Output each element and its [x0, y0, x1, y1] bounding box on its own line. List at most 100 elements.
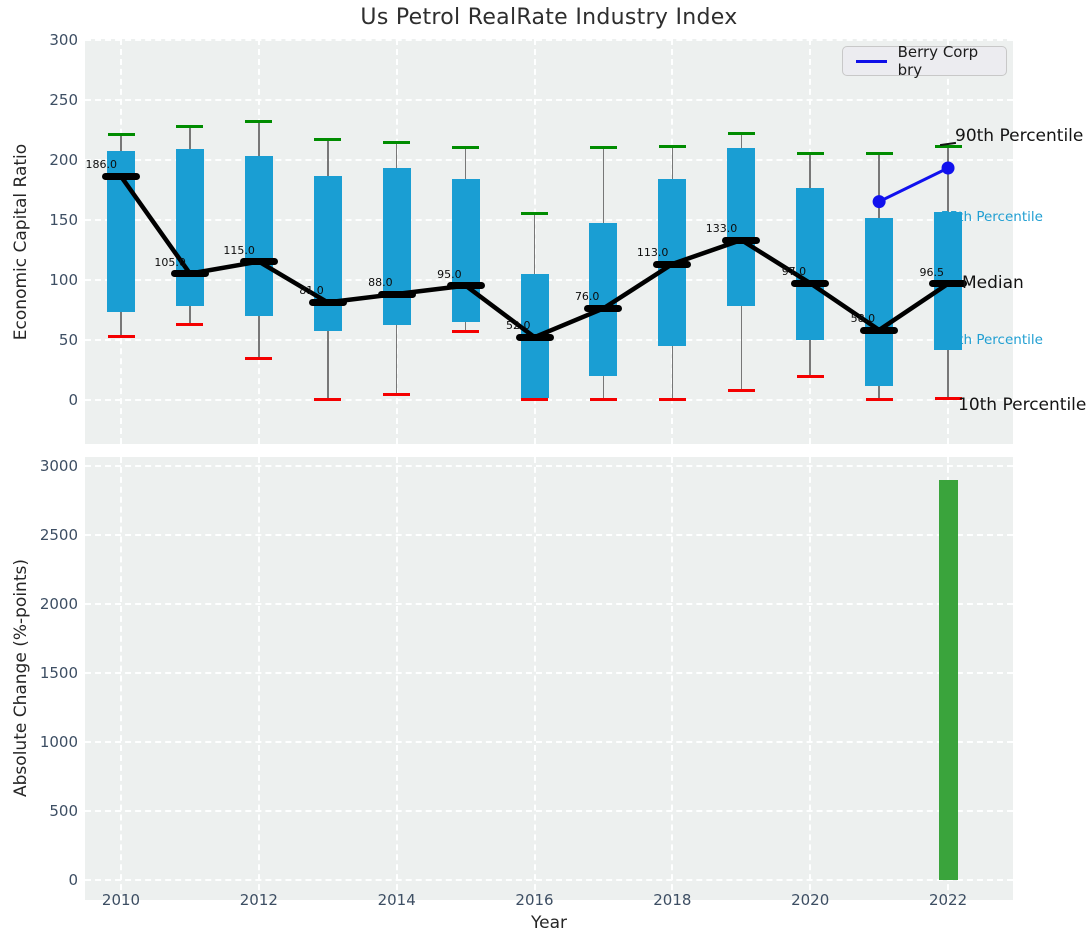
gridline-h-bottom-5: [85, 533, 1013, 536]
gridline-h-top-0: [85, 398, 1013, 401]
gridline-h-bottom-3: [85, 671, 1013, 674]
cap-90th-2016: [521, 212, 549, 216]
bottom-plot-area: [85, 457, 1013, 900]
median-label-2016: 52.0: [506, 319, 531, 333]
gridline-h-bottom-1: [85, 809, 1013, 812]
box-2020: [796, 188, 825, 340]
cap-90th-2018: [658, 144, 686, 148]
box-2012: [244, 156, 273, 316]
ytick-top-2: 100: [49, 270, 78, 289]
box-2021: [865, 218, 894, 387]
cap-90th-2022: [934, 144, 962, 148]
top-y-axis-label: Economic Capital Ratio: [11, 143, 31, 341]
ytick-top-1: 50: [58, 330, 78, 349]
median-label-2015: 95.0: [437, 267, 462, 281]
median-label-2022: 96.5: [919, 265, 945, 279]
xtick-2016: 2016: [515, 891, 554, 909]
ytick-top-4: 200: [49, 150, 78, 169]
gridline-h-bottom-2: [85, 740, 1013, 743]
median-dash-2015: [446, 282, 485, 290]
ytick-top-0: 0: [68, 390, 78, 409]
median-label-2014: 88.0: [368, 276, 393, 289]
cap-10th-2015: [452, 329, 480, 333]
cap-90th-2013: [314, 137, 342, 141]
ytick-bottom-3: 1500: [39, 663, 78, 682]
legend: Berry Corp bry: [842, 43, 1007, 79]
xtick-2014: 2014: [377, 891, 416, 909]
ytick-bottom-6: 3000: [39, 456, 78, 475]
gridline-h-top-5: [85, 98, 1013, 101]
gridline-v-bottom-5: [809, 457, 812, 900]
ytick-bottom-5: 2500: [39, 525, 78, 544]
ytick-bottom-1: 500: [49, 801, 78, 820]
xtick-2022: 2022: [928, 891, 968, 909]
ytick-top-3: 150: [49, 210, 78, 229]
gridline-h-bottom-0: [85, 878, 1013, 881]
legend-line-sample: [856, 59, 887, 63]
median-dash-2013: [308, 298, 347, 306]
xtick-2012: 2012: [239, 891, 278, 909]
box-2015: [451, 178, 480, 322]
gridline-v-bottom-0: [120, 457, 122, 900]
cap-90th-2014: [383, 141, 411, 145]
cap-10th-2020: [796, 375, 824, 379]
median-dash-2014: [377, 290, 416, 298]
median-label-2021: 58.0: [850, 312, 876, 325]
median-label-2017: 76.0: [574, 290, 600, 304]
cap-10th-2021: [865, 398, 893, 402]
annotation-25th-percentile: 25th Percentile: [941, 332, 1043, 349]
median-label-2012: 115.0: [223, 243, 255, 257]
ytick-bottom-2: 1000: [39, 732, 78, 751]
median-dash-2021: [860, 326, 899, 334]
annotation-75th-percentile: 75th Percentile: [941, 208, 1043, 225]
median-dash-2019: [722, 236, 761, 244]
median-dash-2020: [791, 279, 830, 287]
ytick-top-6: 300: [49, 30, 78, 49]
bar-2022: [938, 479, 958, 880]
cap-10th-2012: [245, 357, 273, 361]
gridline-h-bottom-4: [85, 602, 1013, 605]
xtick-2018: 2018: [653, 891, 692, 909]
median-label-2013: 81.0: [299, 284, 324, 298]
xtick-2010: 2010: [101, 891, 141, 909]
cap-90th-2012: [245, 119, 273, 123]
gridline-h-top-4: [85, 158, 1013, 161]
gridline-v-bottom-3: [533, 457, 536, 900]
cap-10th-2010: [107, 334, 135, 338]
median-label-2018: 113.0: [636, 246, 669, 259]
cap-10th-2019: [727, 388, 755, 392]
chart-title: Us Petrol RealRate Industry Index: [360, 5, 738, 30]
median-dash-2018: [653, 260, 692, 268]
cap-90th-2015: [452, 146, 480, 150]
cap-10th-2016: [521, 398, 549, 402]
median-label-2019: 133.0: [705, 222, 738, 235]
gridline-v-bottom-2: [395, 457, 398, 900]
gridline-h-top-6: [85, 38, 1013, 41]
median-dash-2010: [102, 172, 140, 180]
median-dash-2012: [239, 258, 278, 266]
x-axis-label: Year: [531, 913, 567, 933]
box-2011: [175, 148, 204, 306]
gridline-v-bottom-1: [257, 457, 260, 900]
ytick-bottom-0: 0: [68, 870, 78, 889]
company-line: [878, 166, 949, 203]
cap-10th-2017: [589, 398, 617, 402]
cap-90th-2020: [796, 152, 824, 156]
cap-90th-2011: [176, 124, 204, 128]
cap-90th-2017: [589, 146, 617, 150]
cap-10th-2018: [658, 398, 686, 402]
annotation-median: Median: [962, 272, 1024, 293]
top-plot-area: Berry Corp bry 186.0 105.0 115.0 81.0 88.0 95…: [85, 38, 1086, 444]
box-2014: [382, 168, 411, 326]
ytick-top-5: 250: [49, 90, 78, 109]
gridline-v-bottom-4: [671, 457, 674, 900]
annotation-10th-percentile: 10th Percentile: [958, 394, 1087, 415]
ytick-bottom-4: 2000: [39, 594, 78, 613]
box-2013: [313, 176, 342, 332]
gridline-h-bottom-6: [85, 464, 1013, 467]
median-dash-2011: [170, 270, 209, 278]
cap-90th-2021: [865, 152, 893, 156]
cap-10th-2013: [314, 398, 342, 402]
median-dash-2016: [515, 333, 554, 341]
